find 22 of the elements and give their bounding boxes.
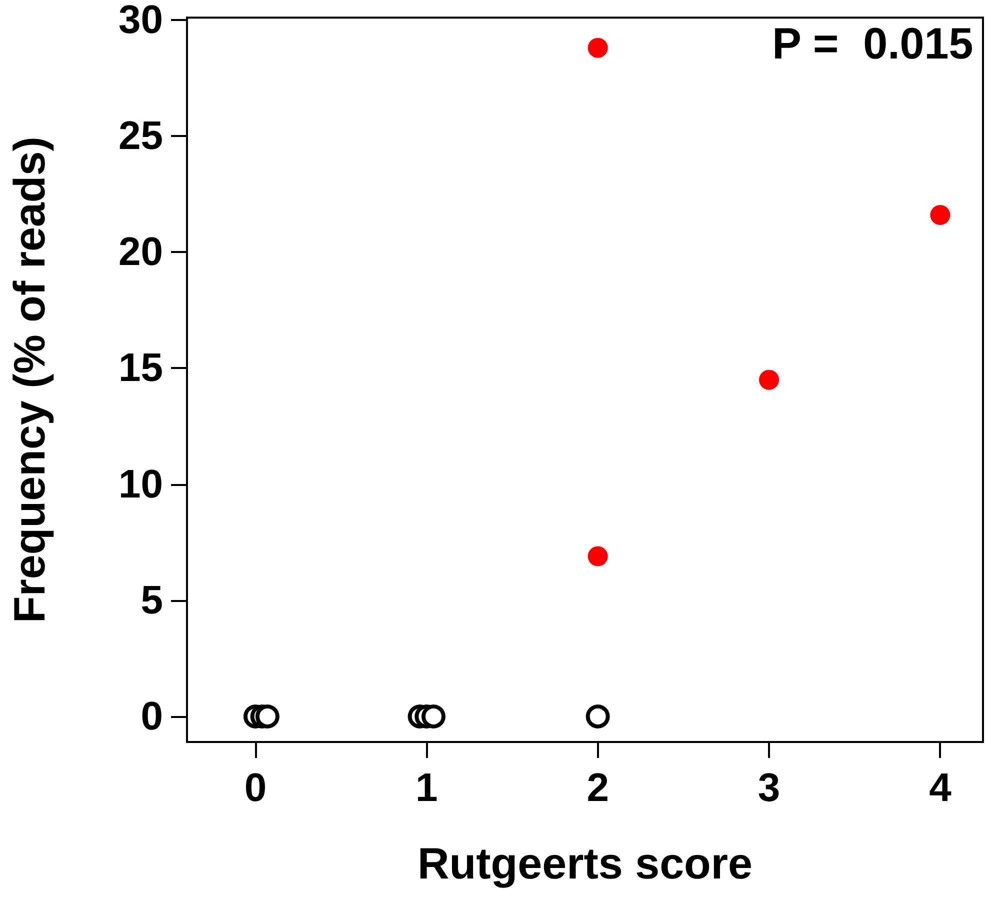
x-tick-label: 3 xyxy=(758,766,780,810)
y-tick-label: 15 xyxy=(118,346,163,390)
x-tick-label: 4 xyxy=(929,766,952,810)
point xyxy=(588,546,608,566)
annotation: P = 0.015 xyxy=(772,20,974,68)
x-tick-label: 2 xyxy=(586,766,609,810)
point xyxy=(759,370,780,390)
x-axis-title: Rutgeerts score xyxy=(417,840,753,888)
point xyxy=(422,704,446,728)
point xyxy=(586,704,610,728)
y-tick-label: 5 xyxy=(140,578,163,622)
y-tick-label: 25 xyxy=(118,114,163,158)
point xyxy=(588,38,608,58)
point xyxy=(930,205,950,226)
y-tick-label: 20 xyxy=(118,230,163,274)
x-tick-label: 1 xyxy=(416,766,438,810)
y-tick-label: 30 xyxy=(118,0,163,42)
y-axis-title: Frequency (% of reads) xyxy=(6,136,54,624)
x-tick-label: 0 xyxy=(244,766,267,810)
point xyxy=(255,704,280,728)
y-tick-label: 10 xyxy=(118,462,163,506)
y-tick-label: 0 xyxy=(140,694,163,738)
